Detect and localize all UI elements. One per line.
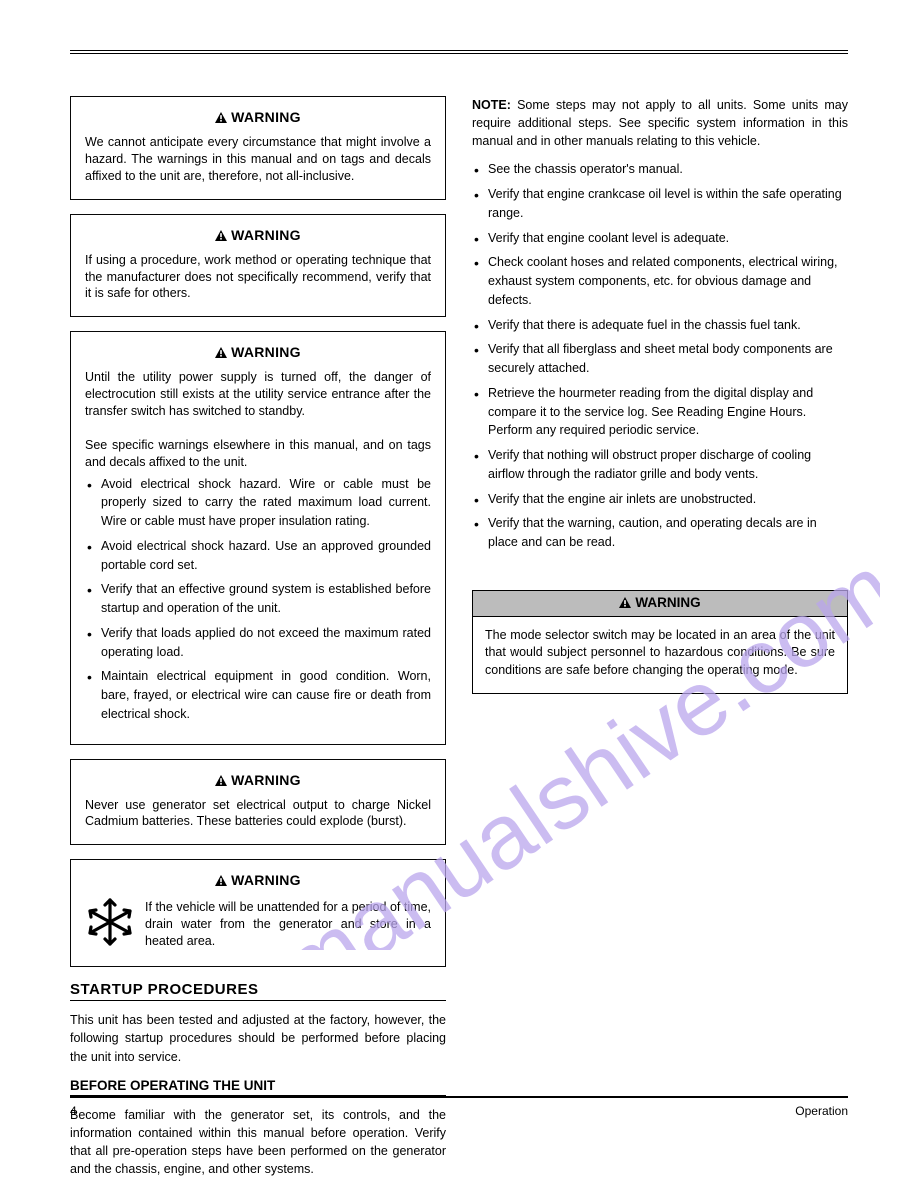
- footer-rule: [70, 1096, 848, 1098]
- snowflake-icon: [85, 897, 135, 952]
- warning-body: We cannot anticipate every circumstance …: [85, 134, 431, 185]
- list-item: Retrieve the hourmeter reading from the …: [472, 384, 848, 440]
- list-item: Verify that engine coolant level is adeq…: [472, 229, 848, 248]
- warning-icon: [215, 345, 227, 361]
- list-item: See the chassis operator's manual.: [472, 160, 848, 179]
- warning-body: Until the utility power supply is turned…: [85, 369, 431, 723]
- warning-list: Avoid electrical shock hazard. Wire or c…: [85, 475, 431, 724]
- warning-body: If the vehicle will be unattended for a …: [145, 899, 431, 950]
- warning-title: WARNING: [85, 109, 431, 126]
- warning-box-1: WARNING We cannot anticipate every circu…: [70, 96, 446, 200]
- warning-label: WARNING: [231, 772, 301, 788]
- warning-label: WARNING: [231, 109, 301, 125]
- warning-intro: Until the utility power supply is turned…: [85, 370, 431, 418]
- list-item: Avoid electrical shock hazard. Wire or c…: [85, 475, 431, 531]
- right-column: NOTE: Some steps may not apply to all un…: [472, 96, 848, 1188]
- warning-body: The mode selector switch may be located …: [473, 617, 847, 694]
- warning-box-3: WARNING Until the utility power supply i…: [70, 331, 446, 744]
- header-rule: [70, 50, 848, 54]
- warning-title: WARNING: [85, 344, 431, 361]
- warning-title: WARNING: [473, 591, 847, 617]
- right-warning-box: WARNING The mode selector switch may be …: [472, 590, 848, 695]
- footer: 4 Operation: [70, 1104, 848, 1118]
- note-para: NOTE: Some steps may not apply to all un…: [472, 96, 848, 150]
- warning-box-4: WARNING Never use generator set electric…: [70, 759, 446, 846]
- warning-title: WARNING: [85, 772, 431, 789]
- warning-icon: [215, 773, 227, 789]
- subsection-title: BEFORE OPERATING THE UNIT: [70, 1078, 446, 1093]
- warning-box-5: WARNING: [70, 859, 446, 967]
- warning-intro2: See specific warnings elsewhere in this …: [85, 438, 431, 469]
- list-item: Verify that engine crankcase oil level i…: [472, 185, 848, 223]
- warning-label: WARNING: [231, 227, 301, 243]
- list-item: Avoid electrical shock hazard. Use an ap…: [85, 537, 431, 575]
- section-para: This unit has been tested and adjusted a…: [70, 1011, 446, 1065]
- warning-icon: [619, 596, 631, 611]
- warning-label: WARNING: [231, 872, 301, 888]
- list-item: Verify that an effective ground system i…: [85, 580, 431, 618]
- warning-icon: [215, 873, 227, 889]
- list-item: Verify that the engine air inlets are un…: [472, 490, 848, 509]
- page-number: 4: [70, 1104, 77, 1118]
- warning-body: If using a procedure, work method or ope…: [85, 252, 431, 303]
- note-label: NOTE:: [472, 98, 517, 112]
- warning-title: WARNING: [85, 872, 431, 889]
- list-item: Check coolant hoses and related componen…: [472, 253, 848, 309]
- section-label: Operation: [795, 1104, 848, 1118]
- list-item: Maintain electrical equipment in good co…: [85, 667, 431, 723]
- warning-icon: [215, 110, 227, 126]
- list-item: Verify that loads applied do not exceed …: [85, 624, 431, 662]
- note-text: Some steps may not apply to all units. S…: [472, 98, 848, 148]
- list-item: Verify that the warning, caution, and op…: [472, 514, 848, 552]
- warning-icon: [215, 228, 227, 244]
- list-item: Verify that nothing will obstruct proper…: [472, 446, 848, 484]
- warning-label: WARNING: [231, 344, 301, 360]
- section-rule: [70, 1000, 446, 1001]
- warning-box-2: WARNING If using a procedure, work metho…: [70, 214, 446, 318]
- warning-title: WARNING: [85, 227, 431, 244]
- right-bullets: See the chassis operator's manual. Verif…: [472, 160, 848, 552]
- list-item: Verify that all fiberglass and sheet met…: [472, 340, 848, 378]
- left-column: WARNING We cannot anticipate every circu…: [70, 96, 446, 1188]
- warning-label: WARNING: [635, 595, 700, 610]
- section-title: STARTUP PROCEDURES: [70, 981, 446, 998]
- warning-body: Never use generator set electrical outpu…: [85, 797, 431, 831]
- list-item: Verify that there is adequate fuel in th…: [472, 316, 848, 335]
